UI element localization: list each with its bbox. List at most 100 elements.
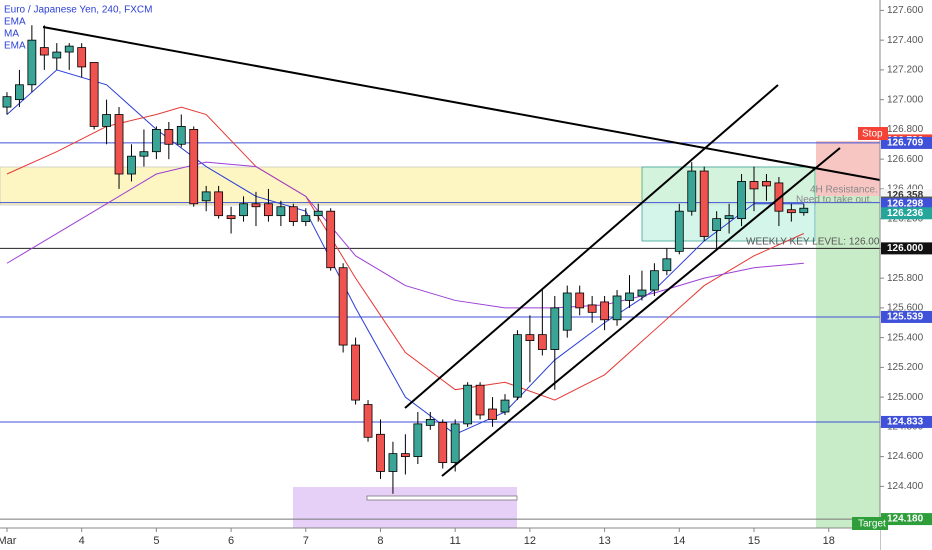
x-tick-label: 4 [79, 535, 85, 547]
candle-body [151, 128, 161, 153]
candle-body [699, 170, 709, 237]
candle-body [313, 210, 323, 217]
candle-body [214, 191, 224, 217]
time-axis [0, 528, 880, 550]
candle-body [400, 453, 410, 458]
candle-body [326, 210, 336, 269]
y-tick-label: 126.400 [887, 184, 924, 195]
candle-body [662, 258, 672, 272]
candle-body [164, 128, 174, 145]
candle-body [239, 203, 248, 217]
price-badge [881, 136, 932, 149]
candle-body [786, 209, 796, 214]
indicator-line [6, 106, 805, 401]
x-tick-label: 8 [377, 535, 383, 547]
price-axis [880, 0, 932, 550]
chart-title: Euro / Japanese Yen, 240, FXCM [4, 5, 152, 16]
candle-body [425, 419, 435, 426]
candle-body [625, 292, 634, 301]
candle-body [127, 155, 136, 175]
candle-body [413, 423, 423, 458]
candle-body [575, 292, 585, 309]
price-badge-label: 126.236 [887, 208, 924, 219]
x-tick-label: 7 [303, 535, 309, 547]
price-badge [881, 513, 932, 526]
candle-body [799, 207, 809, 214]
indicator-line [6, 69, 804, 435]
y-tick-label: 126.600 [887, 154, 924, 165]
candle-body [251, 203, 261, 208]
annotation: Need to take out. [796, 195, 872, 206]
price-badge-label: 124.833 [887, 417, 924, 428]
trend-line [42, 26, 881, 181]
candle-body [562, 292, 572, 331]
annotation: Stop [862, 129, 883, 140]
candle-body [488, 408, 497, 420]
target-zone [816, 196, 880, 528]
candle-body [288, 206, 298, 223]
candle-body [139, 151, 149, 157]
y-tick-label: 127.200 [887, 65, 924, 76]
candle-body [264, 203, 273, 217]
candle-body [712, 218, 722, 231]
channel-lower [441, 147, 841, 477]
candle-body [39, 47, 49, 56]
channel-upper [404, 84, 779, 409]
candle-body [376, 433, 385, 472]
x-tick-label: 13 [598, 535, 610, 547]
candle-body [525, 334, 535, 341]
candle-body [52, 51, 62, 59]
y-tick-label: 125.000 [887, 392, 924, 403]
candle-body [276, 206, 286, 217]
stop-badge [858, 127, 888, 140]
candle-body [463, 384, 473, 425]
candle-body [176, 126, 186, 145]
y-tick-label: 127.400 [887, 35, 924, 46]
price-badge-label: 126.000 [887, 243, 924, 254]
candle-body [649, 270, 659, 291]
candle-body [388, 453, 398, 472]
price-badge [881, 207, 932, 220]
y-tick-label: 126.800 [887, 124, 924, 135]
annotation: 4H Resistance. [810, 185, 878, 196]
price-badge-label: 126.358 [887, 190, 924, 201]
candle-body [102, 114, 111, 127]
candle-body [338, 267, 348, 346]
x-tick-label: 15 [748, 535, 760, 547]
candle-body [587, 304, 597, 313]
candle-body [475, 384, 485, 416]
candle-body [513, 334, 522, 398]
candle-body [637, 289, 647, 297]
candle-body [77, 47, 87, 68]
candle-body [114, 114, 124, 175]
candle-body [189, 128, 199, 205]
indicator-label: EMA [4, 17, 26, 28]
annotation: WEEKLY KEY LEVEL: 126.00 [746, 237, 880, 248]
x-tick-label: 12 [524, 535, 536, 547]
x-tick-label: 6 [228, 535, 234, 547]
x-tick-label: 18 [823, 535, 835, 547]
y-tick-label: 125.600 [887, 303, 924, 314]
candle-body [600, 301, 609, 321]
stop-zone [816, 141, 880, 196]
support-marker [366, 495, 518, 501]
x-tick-label: 14 [673, 535, 685, 547]
candle-body [351, 344, 360, 401]
y-tick-label: 124.600 [887, 451, 924, 462]
candle-body [2, 96, 12, 108]
price-badge [881, 310, 932, 323]
candle-body [301, 215, 311, 223]
candle-body [450, 423, 460, 463]
candle-body [226, 215, 236, 220]
candle-body [201, 191, 211, 202]
candle-body [500, 399, 510, 413]
candle-body [687, 170, 697, 212]
candle-body [674, 210, 684, 252]
y-tick-label: 124.400 [887, 481, 924, 492]
candle-body [612, 295, 622, 321]
candle-body [749, 181, 759, 190]
target-badge [852, 517, 888, 530]
candle-body [550, 307, 560, 350]
candle-body [15, 84, 24, 101]
